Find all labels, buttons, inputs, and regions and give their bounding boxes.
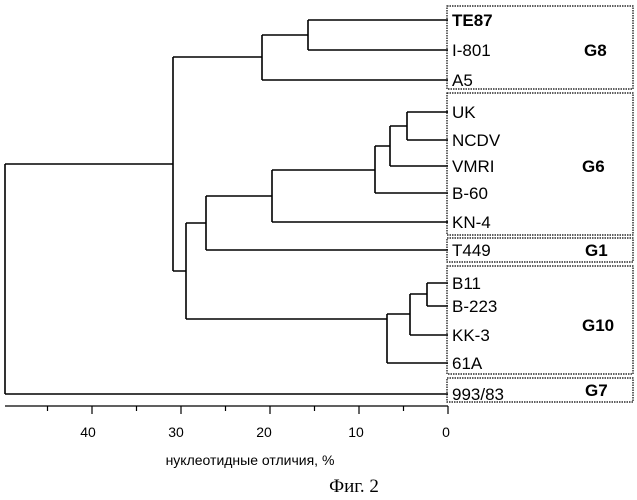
leaf-label: UK	[452, 103, 476, 122]
tick-label-0: 0	[442, 424, 450, 440]
group-label-g1: G1	[585, 241, 608, 260]
branch-root	[4, 163, 448, 395]
leaf-label: T449	[452, 241, 491, 260]
branch-join-g8	[172, 57, 186, 272]
tick-label-20: 20	[256, 424, 272, 440]
leaf-label: VMRI	[452, 157, 495, 176]
tick-label-40: 40	[80, 424, 96, 440]
group-box-g7	[446, 377, 634, 403]
branch-kk3	[409, 293, 448, 336]
group-label-g10: G10	[582, 316, 614, 335]
leaf-label: KN-4	[452, 213, 491, 232]
leaf-label: I-801	[452, 41, 491, 60]
axis-minor-ticks	[46, 406, 405, 411]
tick-label-30: 30	[168, 424, 184, 440]
leaf-labels: TE87 I-801 A5 UK NCDV VMRI B-60 KN-4 T44…	[452, 11, 504, 404]
branch-kn4	[271, 169, 448, 223]
x-axis: 40 30 20 10 0 нуклеотидные отличия, %	[5, 405, 450, 468]
branch-g8	[261, 34, 448, 81]
leaf-label: TE87	[452, 11, 493, 30]
leaf-label: 61A	[452, 354, 483, 373]
group-label-g7: G7	[585, 381, 608, 400]
axis-major-ticks	[91, 406, 449, 414]
axis-title: нуклеотидные отличия, %	[166, 452, 335, 468]
leaf-label: 993/83	[452, 385, 504, 404]
figure-caption: Фиг. 2	[329, 476, 379, 497]
group-box-g10	[446, 265, 634, 375]
branch-t449	[205, 195, 448, 251]
branch-b60	[374, 145, 448, 194]
leaf-label: NCDV	[452, 131, 501, 150]
group-box-g8	[446, 5, 634, 90]
group-box-g1	[446, 237, 634, 263]
group-box-g6	[446, 92, 634, 236]
leaf-label: B-60	[452, 184, 488, 203]
branch-uk-ncdv	[406, 111, 448, 141]
group-label-g6: G6	[582, 157, 605, 176]
leaf-label: B11	[452, 274, 481, 293]
branch-61a	[386, 313, 448, 364]
leaf-label: KK-3	[452, 326, 490, 345]
branch-te87-i801	[307, 19, 448, 51]
branch-b11-b223	[426, 282, 448, 307]
tick-label-10: 10	[348, 424, 364, 440]
group-labels: G8 G6 G1 G10 G7	[582, 41, 614, 400]
tree-branches	[4, 19, 448, 395]
group-boxes	[446, 5, 634, 403]
leaf-label: A5	[452, 71, 473, 90]
branch-vmri	[389, 125, 448, 167]
group-label-g8: G8	[584, 41, 607, 60]
leaf-label: B-223	[452, 297, 497, 316]
